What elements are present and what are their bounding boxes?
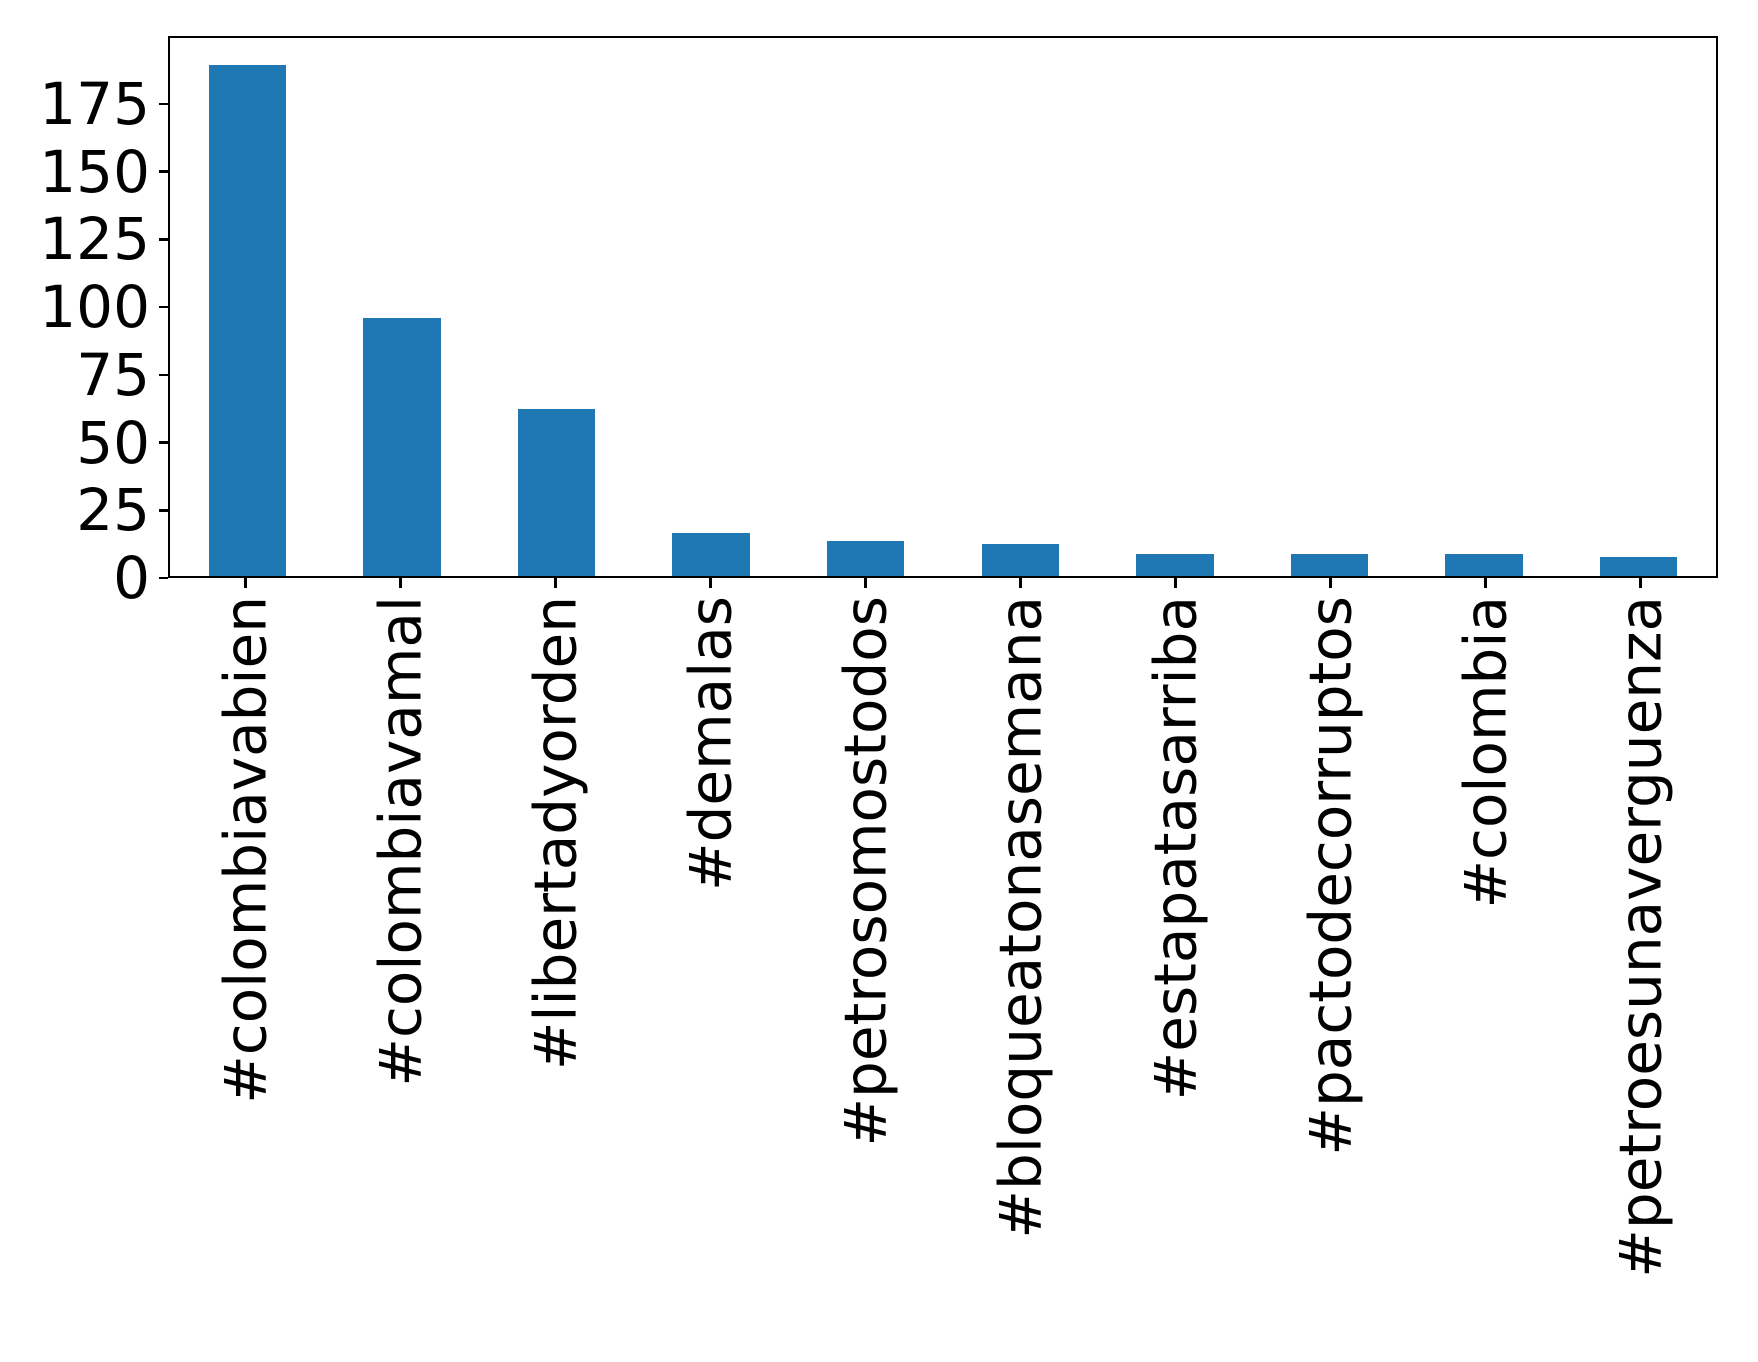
x-tick-label: #colombiavamal — [366, 596, 435, 1087]
x-tick-mark — [1019, 578, 1022, 588]
x-tick-label: #pactodecorruptos — [1296, 596, 1365, 1156]
x-tick-mark — [1639, 578, 1642, 588]
y-tick-mark — [159, 305, 168, 309]
bar — [672, 532, 750, 576]
y-tick-label: 100 — [39, 273, 150, 341]
x-tick-mark — [1174, 578, 1177, 588]
x-tick-label-text: #pactodecorruptos — [1296, 596, 1365, 1156]
y-tick-mark — [159, 509, 168, 512]
y-tick-label: 75 — [76, 340, 150, 409]
y-tick-label: 25 — [76, 476, 150, 545]
y-tick-mark — [159, 441, 168, 444]
bar — [208, 64, 286, 576]
x-tick-mark — [1484, 578, 1487, 588]
bar — [827, 541, 905, 576]
y-tick-label: 150 — [39, 137, 150, 206]
x-tick-label-text: #petroesunaverguenza — [1606, 596, 1675, 1278]
bar — [1445, 554, 1523, 576]
y-tick-mark — [159, 238, 168, 241]
bar — [1136, 554, 1214, 576]
x-tick-label: #demalas — [676, 596, 745, 892]
plot-area — [168, 36, 1718, 578]
bar — [1290, 554, 1369, 576]
bar — [363, 317, 441, 576]
y-tick-label: 0 — [113, 544, 150, 612]
x-tick-mark — [1329, 578, 1332, 588]
y-tick-mark — [159, 170, 168, 173]
x-tick-label-text: #colombia — [1451, 596, 1520, 909]
y-tick-mark — [159, 576, 168, 580]
bar — [517, 409, 596, 576]
x-tick-label: #petrosomostodos — [831, 596, 900, 1147]
x-axis-tick-labels: #colombiavabien #colombiavamal #libertadyo… — [168, 596, 1718, 1362]
bar — [1600, 557, 1678, 576]
y-tick-label: 50 — [76, 408, 150, 477]
x-tick-label-text: #libertadyorden — [521, 596, 590, 1071]
x-tick-mark — [554, 578, 557, 588]
x-tick-label: #bloqueatonasemana — [986, 596, 1055, 1239]
x-tick-label-text: #estapatasarriba — [1141, 596, 1210, 1101]
x-tick-mark — [864, 578, 867, 588]
x-tick-label-text: #petrosomostodos — [831, 596, 900, 1147]
x-tick-mark — [709, 578, 712, 588]
x-tick-label: #libertadyorden — [521, 596, 590, 1071]
x-tick-label-text: #demalas — [676, 596, 745, 892]
x-tick-mark — [399, 578, 402, 588]
y-tick-mark — [159, 373, 168, 376]
x-tick-label: #petroesunaverguenza — [1606, 596, 1675, 1278]
x-tick-label-text: #colombiavamal — [366, 596, 435, 1087]
y-tick-label: 175 — [39, 69, 150, 138]
y-tick-mark — [159, 102, 168, 105]
y-tick-label: 125 — [39, 205, 150, 274]
y-axis-tick-labels: 0 25 50 75 100 125 150 175 — [0, 36, 150, 607]
x-tick-label-text: #bloqueatonasemana — [986, 596, 1055, 1239]
x-tick-mark — [244, 578, 247, 588]
x-tick-label: #colombia — [1451, 596, 1520, 909]
x-tick-label: #estapatasarriba — [1141, 596, 1210, 1101]
x-tick-label-text: #colombiavabien — [211, 596, 280, 1104]
bar — [981, 543, 1059, 576]
x-tick-label: #colombiavabien — [211, 596, 280, 1104]
